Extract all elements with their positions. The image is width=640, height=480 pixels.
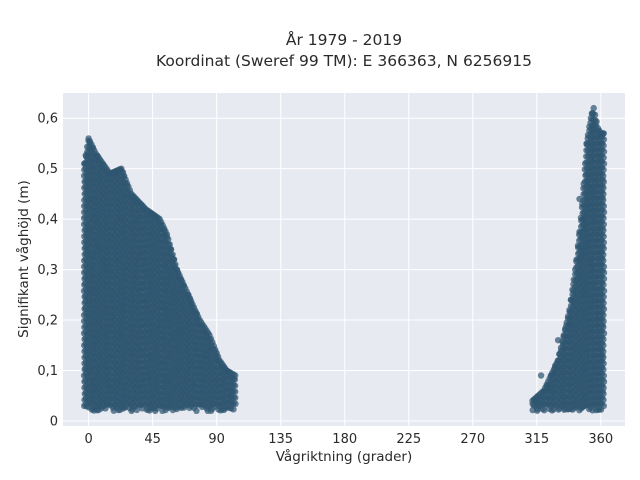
data-point — [600, 287, 608, 295]
data-point — [600, 160, 608, 167]
y-tick-label: 0,3 — [37, 263, 58, 278]
y-tick-label: 0 — [50, 414, 58, 429]
data-point — [600, 384, 607, 391]
data-point — [600, 166, 607, 173]
data-point — [172, 261, 179, 268]
data-point — [600, 221, 607, 228]
x-tick-labels: 0 45 90 135 180 225 270 315 360 — [84, 432, 613, 447]
data-point — [552, 362, 559, 369]
x-tick-label: 315 — [524, 432, 549, 447]
data-point — [593, 118, 600, 125]
data-point — [600, 209, 608, 216]
data-point — [600, 281, 607, 288]
data-point — [547, 387, 555, 394]
x-tick-label: 0 — [84, 432, 92, 447]
x-axis-label: Vågriktning (grader) — [276, 448, 413, 465]
data-point — [600, 154, 607, 161]
data-point — [566, 321, 573, 329]
data-point — [232, 372, 239, 379]
data-point — [600, 354, 607, 361]
y-tick-label: 0,4 — [37, 213, 58, 228]
data-point — [600, 390, 607, 397]
y-tick-label: 0,2 — [37, 314, 58, 329]
data-point — [600, 251, 607, 258]
data-point — [600, 269, 608, 276]
data-point — [232, 400, 239, 407]
x-tick-label: 180 — [332, 432, 357, 447]
data-point — [600, 257, 607, 264]
data-point — [600, 148, 608, 155]
data-point — [600, 184, 607, 192]
y-tick-labels: 0 0,1 0,2 0,3 0,4 0,5 0,6 — [37, 112, 58, 430]
data-point — [600, 142, 607, 149]
y-tick-label: 0,6 — [37, 112, 58, 127]
data-point — [600, 245, 607, 252]
data-point — [166, 241, 173, 248]
chart-title-line2: Koordinat (Sweref 99 TM): E 366363, N 62… — [156, 52, 532, 70]
data-point — [554, 337, 562, 344]
data-point — [600, 336, 607, 343]
data-point — [576, 195, 583, 203]
y-tick-label: 0,1 — [37, 364, 58, 379]
data-point — [133, 406, 141, 414]
chart-title: År 1979 - 2019 Koordinat (Sweref 99 TM):… — [156, 30, 532, 70]
data-point — [600, 215, 607, 222]
data-point — [600, 275, 608, 282]
data-point — [600, 402, 607, 410]
data-point — [590, 104, 597, 112]
data-point — [600, 299, 607, 307]
chart-title-line1: År 1979 - 2019 — [286, 30, 402, 49]
data-point — [163, 231, 171, 238]
data-point — [170, 256, 178, 263]
data-point — [600, 172, 607, 180]
data-point — [600, 263, 608, 270]
data-point — [600, 348, 607, 355]
data-point — [600, 330, 608, 337]
data-point — [591, 111, 599, 119]
data-point — [600, 178, 607, 186]
x-tick-label: 270 — [460, 432, 485, 447]
data-point — [600, 233, 607, 240]
x-tick-label: 135 — [268, 432, 293, 447]
data-point — [231, 382, 239, 389]
data-point — [541, 407, 548, 414]
y-tick-label: 0,5 — [37, 162, 58, 177]
data-point — [600, 324, 607, 331]
data-point — [600, 366, 607, 373]
data-point — [600, 342, 607, 349]
data-point — [600, 378, 608, 385]
x-tick-label: 360 — [588, 432, 613, 447]
data-point — [600, 136, 608, 143]
data-point — [600, 190, 607, 198]
data-point — [537, 372, 545, 379]
data-point — [600, 293, 607, 301]
data-point — [165, 236, 172, 243]
data-point — [600, 360, 607, 367]
data-point — [600, 311, 607, 319]
x-tick-label: 225 — [396, 432, 421, 447]
x-tick-label: 45 — [144, 432, 161, 447]
data-point — [600, 196, 607, 204]
data-point — [600, 202, 607, 210]
x-tick-label: 90 — [208, 432, 225, 447]
data-point — [600, 372, 607, 379]
y-axis-label: Signifikant våghöjd (m) — [15, 180, 32, 338]
data-point — [600, 396, 607, 404]
data-point — [169, 251, 176, 258]
data-point — [600, 130, 607, 137]
data-point — [193, 407, 200, 414]
data-point — [600, 227, 607, 234]
data-point — [600, 239, 607, 246]
data-point — [167, 246, 175, 253]
data-point — [232, 394, 239, 401]
data-point — [232, 388, 239, 395]
data-point — [600, 305, 608, 313]
data-point — [600, 318, 607, 325]
data-point — [533, 397, 540, 404]
data-points — [80, 104, 608, 415]
data-point — [230, 406, 237, 413]
